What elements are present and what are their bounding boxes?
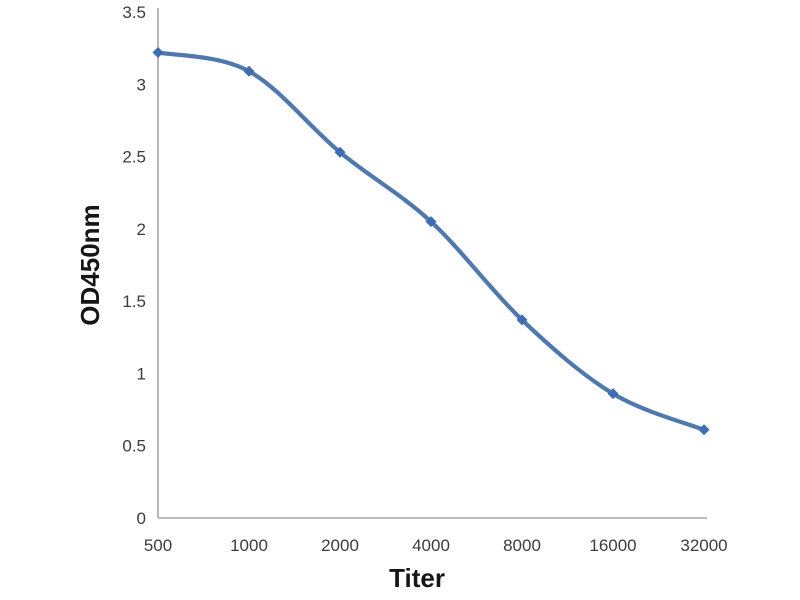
data-point-marker bbox=[243, 65, 255, 77]
data-point-marker bbox=[516, 314, 528, 326]
data-point-marker bbox=[425, 216, 437, 228]
data-point-marker bbox=[152, 46, 164, 58]
y-tick-label: 2.5 bbox=[122, 148, 146, 167]
data-point-marker bbox=[607, 388, 619, 400]
y-axis-title: OD450nm bbox=[75, 204, 105, 326]
y-tick-label: 1.5 bbox=[122, 292, 146, 311]
x-tick-label: 1000 bbox=[230, 536, 268, 555]
data-point-marker bbox=[334, 146, 346, 158]
x-tick-label: 2000 bbox=[321, 536, 359, 555]
y-tick-label: 3.5 bbox=[122, 3, 146, 22]
y-tick-label: 1 bbox=[137, 364, 146, 383]
y-tick-label: 2 bbox=[137, 220, 146, 239]
x-axis-title: Titer bbox=[389, 563, 445, 593]
x-tick-label: 32000 bbox=[680, 536, 727, 555]
y-tick-label: 3 bbox=[137, 75, 146, 94]
series-line bbox=[155, 50, 707, 432]
x-tick-label: 16000 bbox=[589, 536, 636, 555]
y-tick-label: 0 bbox=[137, 509, 146, 528]
x-tick-label: 500 bbox=[144, 536, 172, 555]
data-point-marker bbox=[698, 424, 710, 436]
x-tick-label: 8000 bbox=[503, 536, 541, 555]
x-tick-label: 4000 bbox=[412, 536, 450, 555]
y-tick-label: 0.5 bbox=[122, 437, 146, 456]
